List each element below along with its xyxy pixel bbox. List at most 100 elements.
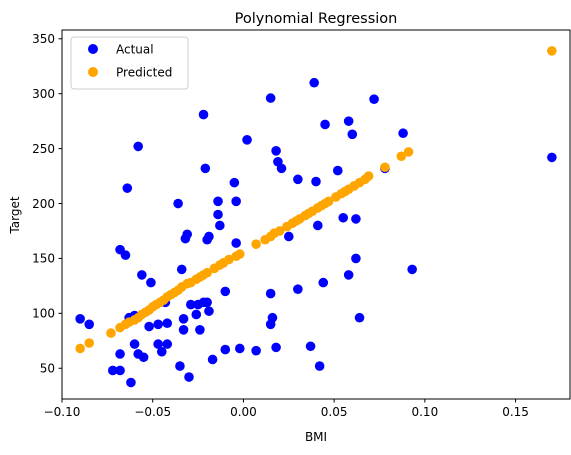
actual-point [84, 319, 95, 330]
actual-point [176, 264, 187, 275]
actual-point [271, 146, 281, 156]
actual-point [293, 174, 303, 185]
actual-point [311, 176, 321, 187]
actual-point [265, 288, 276, 299]
data-series [75, 46, 557, 388]
actual-point [153, 339, 163, 349]
actual-point [173, 198, 183, 209]
predicted-point [403, 147, 414, 157]
legend: Actual Predicted [70, 36, 189, 90]
y-axis-label: Target [8, 196, 22, 234]
legend-label-predicted: Predicted [116, 66, 172, 80]
actual-point [184, 372, 194, 382]
predicted-point [235, 249, 245, 259]
legend-marker-actual [88, 44, 98, 54]
actual-point [153, 319, 163, 330]
actual-point [229, 177, 240, 188]
x-tick-label: 0.00 [230, 405, 257, 419]
actual-point [120, 250, 131, 260]
actual-point [191, 309, 202, 320]
actual-point [354, 312, 365, 323]
actual-point [231, 238, 241, 248]
predicted-point [274, 226, 285, 236]
actual-point [309, 77, 319, 88]
predicted-point [84, 338, 95, 348]
legend-marker-predicted [88, 67, 98, 77]
y-tick-label: 350 [32, 32, 55, 46]
actual-point [313, 220, 323, 231]
actual-point [276, 163, 287, 174]
y-tick-label: 200 [32, 197, 55, 211]
actual-point [220, 344, 231, 355]
x-axis-label: BMI [305, 430, 327, 444]
predicted-point [363, 171, 374, 181]
actual-point [398, 128, 408, 139]
actual-point [283, 231, 294, 242]
actual-point [207, 354, 218, 365]
actual-point [115, 365, 125, 376]
x-tick-label: 0.05 [321, 405, 348, 419]
actual-point [407, 264, 417, 275]
actual-point [186, 299, 196, 310]
actual-point [343, 116, 354, 126]
y-tick-label: 50 [40, 362, 55, 376]
actual-point [133, 141, 143, 152]
actual-point [175, 361, 185, 371]
actual-point [351, 214, 361, 224]
actual-point [202, 297, 212, 308]
predicted-point [224, 254, 234, 265]
actual-point [318, 277, 329, 288]
chart-title: Polynomial Regression [235, 11, 398, 27]
predicted-point [380, 162, 390, 173]
actual-point [265, 319, 276, 330]
predicted-point [75, 343, 85, 354]
actual-point [146, 277, 156, 288]
predicted-point [202, 267, 212, 278]
predicted-point [547, 46, 557, 56]
actual-point [242, 135, 252, 145]
x-tick-label: 0.15 [502, 405, 529, 419]
series-predicted [75, 46, 557, 354]
actual-point [178, 325, 189, 335]
actual-point [220, 286, 231, 297]
actual-point [213, 196, 223, 207]
y-tick-label: 100 [32, 307, 55, 321]
actual-point [213, 209, 223, 220]
actual-point [108, 365, 118, 376]
actual-point [332, 165, 343, 176]
actual-point [200, 163, 211, 174]
actual-point [178, 314, 189, 324]
x-tick-label: −0.10 [44, 405, 81, 419]
actual-point [314, 361, 325, 371]
actual-point [347, 129, 358, 140]
actual-point [162, 318, 173, 329]
actual-point [126, 377, 136, 388]
actual-point [144, 321, 154, 332]
predicted-point [323, 196, 334, 207]
actual-point [271, 342, 281, 353]
series-actual [75, 77, 557, 388]
legend-label-actual: Actual [116, 43, 154, 57]
actual-point [215, 220, 225, 231]
actual-point [162, 339, 173, 349]
actual-point [293, 284, 303, 294]
x-tick-label: −0.05 [134, 405, 171, 419]
actual-point [182, 229, 192, 240]
actual-point [75, 314, 85, 324]
actual-point [343, 270, 354, 280]
actual-point [122, 183, 133, 193]
x-axis-ticks: −0.10 −0.05 0.00 0.05 0.10 0.15 [44, 399, 529, 419]
actual-point [265, 93, 276, 103]
actual-point [115, 349, 125, 359]
actual-point [204, 306, 214, 316]
actual-point [338, 212, 349, 223]
actual-point [156, 346, 167, 357]
actual-point [204, 231, 214, 242]
y-tick-label: 150 [32, 252, 55, 266]
plot-frame [61, 29, 571, 400]
y-tick-label: 250 [32, 142, 55, 156]
actual-point [251, 345, 261, 356]
actual-point [138, 352, 149, 363]
actual-point [351, 253, 361, 264]
